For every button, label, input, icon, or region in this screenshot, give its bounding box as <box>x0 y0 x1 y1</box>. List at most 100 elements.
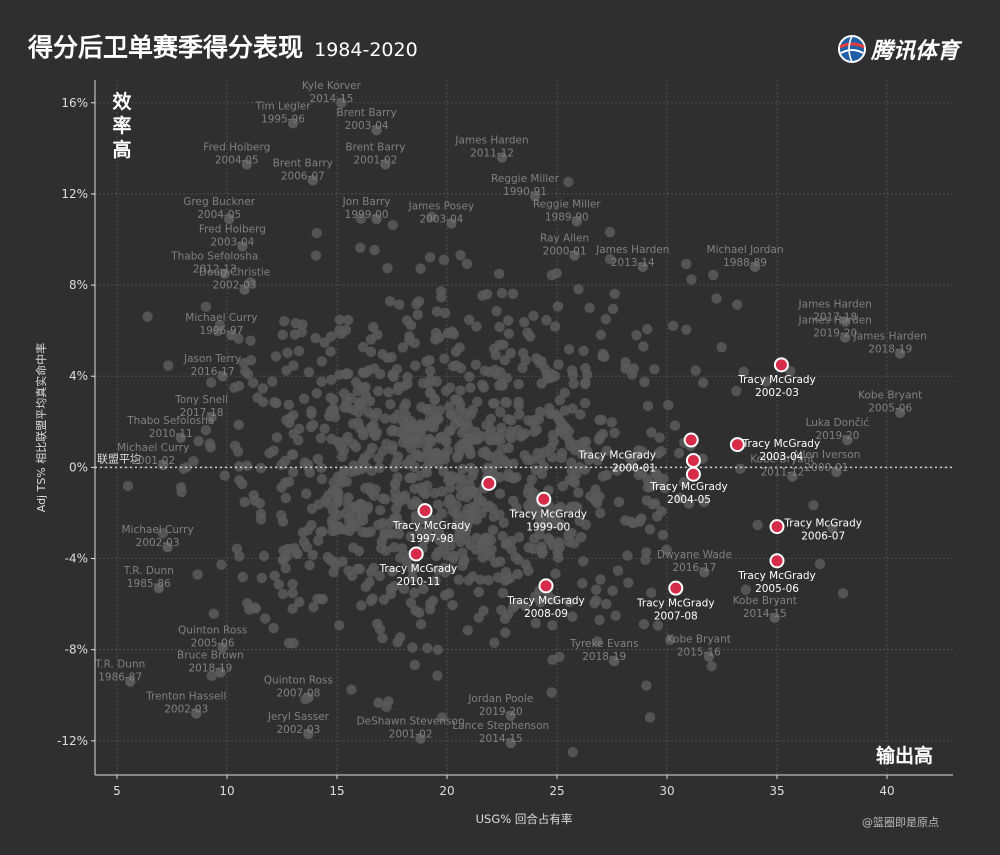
player-season: 2002-03 <box>164 703 208 715</box>
player-name: James Posey <box>408 201 475 213</box>
background-point <box>310 332 321 344</box>
player-season: 2011-12 <box>470 147 514 159</box>
background-point <box>665 634 676 646</box>
background-point <box>248 490 259 501</box>
background-point <box>506 535 517 547</box>
background-point <box>288 409 299 421</box>
player-season: 1985-86 <box>127 578 171 590</box>
background-point <box>163 360 174 371</box>
background-point <box>374 462 385 474</box>
background-point <box>557 481 568 492</box>
background-point <box>234 474 245 486</box>
player-label: Brent Barry 2001-02 <box>345 141 405 166</box>
player-label: Brent Barry 2003-04 <box>337 107 397 132</box>
background-point <box>465 539 476 551</box>
player-name: James Harden <box>798 299 872 311</box>
background-point <box>341 368 352 379</box>
highlight-player: Tracy McGrady <box>636 597 715 609</box>
background-point <box>432 564 443 576</box>
background-point <box>245 277 256 288</box>
background-point <box>530 618 541 629</box>
background-point <box>497 530 508 542</box>
background-point <box>347 438 359 449</box>
background-point <box>391 364 403 375</box>
highlight-point <box>417 503 433 519</box>
background-point <box>503 315 514 326</box>
background-point <box>498 517 509 528</box>
background-point <box>545 442 557 453</box>
background-point <box>375 505 386 516</box>
background-point <box>594 614 605 626</box>
background-point <box>528 543 539 555</box>
background-point <box>640 554 651 565</box>
background-point <box>326 433 337 445</box>
labeled-point <box>303 728 314 740</box>
background-point <box>732 299 743 310</box>
background-point <box>354 563 366 575</box>
x-tick-label: 25 <box>549 784 564 798</box>
labeled-point <box>217 642 228 653</box>
background-point <box>405 320 417 331</box>
corner-label-efficiency: 高 <box>112 138 131 161</box>
background-point <box>517 347 529 359</box>
player-label: Michael Curry 2001-02 <box>117 442 189 467</box>
axes: 5 10 15 20 25 30 35 40 -12% -8% -4% 0% 4% 8% 12% 16% USG… <box>34 80 953 826</box>
background-point <box>496 444 507 455</box>
highlight-player: Tracy McGrady <box>379 563 458 575</box>
highlight-point <box>536 491 552 507</box>
background-point <box>383 387 394 398</box>
background-point <box>307 549 318 561</box>
player-label: Greg Buckner 2004-05 <box>183 196 256 221</box>
background-point <box>553 359 564 370</box>
background-point <box>638 619 650 630</box>
background-point <box>205 442 216 453</box>
background-point <box>538 461 550 472</box>
background-point <box>604 227 616 238</box>
background-point <box>487 398 499 409</box>
background-point <box>306 519 317 531</box>
background-point <box>208 608 220 619</box>
background-point <box>459 555 470 566</box>
background-point <box>440 385 452 397</box>
background-point <box>473 586 485 598</box>
corner-label-output: 输出高 <box>876 744 933 767</box>
background-point <box>378 594 390 605</box>
background-point <box>377 632 388 644</box>
background-point <box>387 424 398 436</box>
highlight-season: 2000-01 <box>612 462 656 474</box>
player-season: 2004-05 <box>215 154 259 166</box>
background-point <box>612 565 624 576</box>
background-point <box>307 419 319 431</box>
background-point <box>200 301 212 313</box>
background-point <box>510 551 521 563</box>
labeled-point <box>153 582 164 594</box>
background-point <box>188 455 199 467</box>
background-point <box>644 712 656 723</box>
background-point <box>592 636 603 647</box>
background-point <box>387 219 399 231</box>
background-point <box>388 542 400 553</box>
background-point <box>534 358 546 369</box>
player-season: 2005-06 <box>868 403 912 415</box>
background-point <box>641 680 652 691</box>
highlight-player: Tracy McGrady <box>783 518 862 530</box>
background-point <box>465 448 476 460</box>
background-point <box>287 466 299 478</box>
background-point <box>642 323 653 335</box>
background-point <box>434 535 445 546</box>
player-season: 2018-19 <box>188 662 232 674</box>
background-point <box>686 274 697 285</box>
background-point <box>407 562 419 573</box>
background-point <box>735 463 746 474</box>
labeled-point <box>125 676 136 687</box>
background-point <box>389 513 400 524</box>
background-point <box>238 357 250 369</box>
player-season: 2010-11 <box>149 428 193 440</box>
background-point <box>455 250 466 261</box>
player-label: James Harden 2011-12 <box>454 134 528 159</box>
highlight-season: 2006-07 <box>801 531 845 543</box>
background-point <box>426 211 437 222</box>
highlight-season: 2002-03 <box>755 387 799 399</box>
background-point <box>346 466 357 478</box>
background-point <box>308 601 319 613</box>
